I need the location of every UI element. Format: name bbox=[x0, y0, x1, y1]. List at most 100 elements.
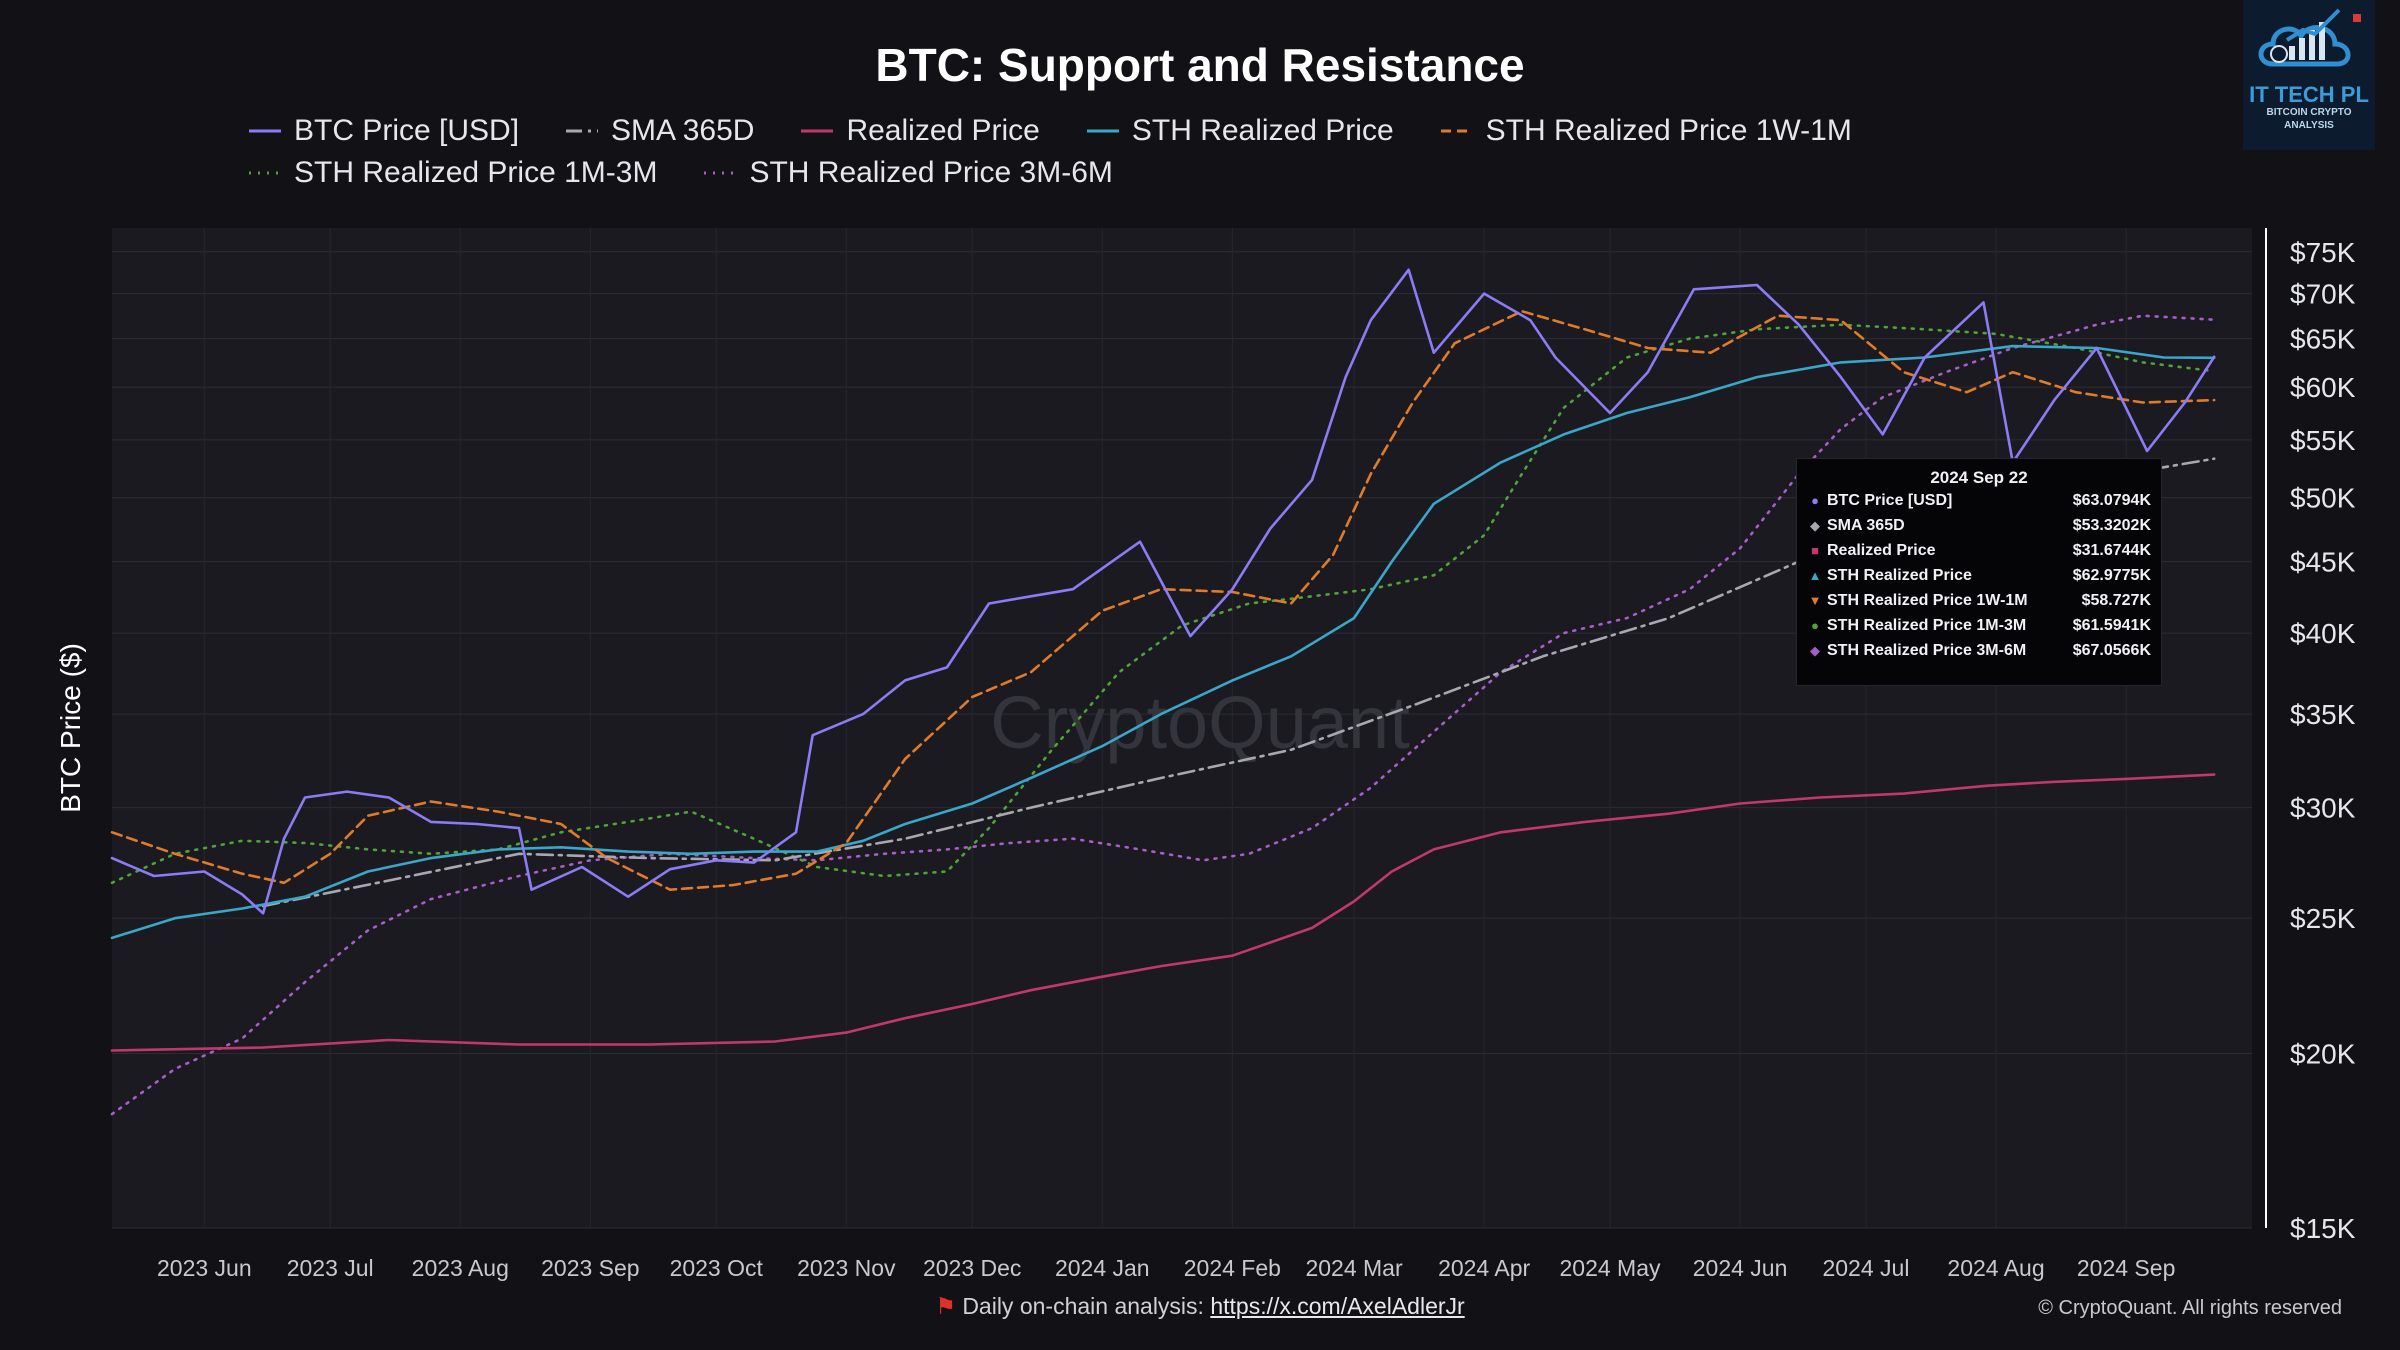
tooltip-value: $63.0794K bbox=[2072, 491, 2151, 509]
legend-item[interactable]: STH Realized Price bbox=[1086, 112, 1394, 150]
brand-logo: IT TECH PL BITCOIN CRYPTO ANALYSIS bbox=[2243, 0, 2375, 150]
series-line bbox=[110, 268, 2216, 915]
legend: BTC Price [USD] SMA 365D Realized Price STH… bbox=[248, 112, 2228, 192]
legend-swatch bbox=[1086, 129, 1119, 133]
tooltip-label: STH Realized Price bbox=[1827, 566, 1972, 584]
y-tick-label: $50K bbox=[2290, 483, 2356, 514]
tooltip-label: STH Realized Price 1W-1M bbox=[1827, 591, 2028, 609]
x-tick-label: 2024 Sep bbox=[2077, 1255, 2175, 1281]
y-tick-label: $45K bbox=[2290, 547, 2356, 578]
tooltip-value: $62.9775K bbox=[2072, 566, 2151, 584]
legend-item[interactable]: BTC Price [USD] bbox=[248, 112, 519, 150]
legend-item[interactable]: STH Realized Price 1M-3M bbox=[248, 154, 657, 192]
tooltip-label: STH Realized Price 1M-3M bbox=[1827, 616, 2027, 634]
legend-item[interactable]: STH Realized Price 3M-6M bbox=[703, 154, 1113, 192]
y-tick-label: $15K bbox=[2290, 1213, 2356, 1244]
legend-label: STH Realized Price 1W-1M bbox=[1485, 114, 1852, 147]
footer-link[interactable]: https://x.com/AxelAdlerJr bbox=[1210, 1293, 1465, 1319]
tooltip-row: ▼ STH Realized Price 1W-1M $58.727K bbox=[1797, 588, 2161, 613]
y-tick-label: $55K bbox=[2290, 425, 2356, 456]
y-axis-label: BTC Price ($) bbox=[55, 643, 86, 813]
y-tick-label: $75K bbox=[2290, 237, 2356, 268]
series-line bbox=[110, 773, 2216, 1052]
tooltip-date: 2024 Sep 22 bbox=[1930, 468, 2028, 487]
tooltip: 2024 Sep 22 ● BTC Price [USD] $63.0794K ◆ SM… bbox=[1796, 458, 2162, 686]
x-tick-label: 2023 Aug bbox=[412, 1255, 509, 1281]
y-tick-label: $35K bbox=[2290, 699, 2356, 730]
tooltip-marker: ■ bbox=[1811, 543, 1819, 558]
x-tick-label: 2023 Dec bbox=[923, 1255, 1021, 1281]
x-tick-label: 2023 Sep bbox=[541, 1255, 639, 1281]
tooltip-value: $31.6744K bbox=[2072, 541, 2151, 559]
tooltip-label: Realized Price bbox=[1827, 541, 1936, 559]
x-tick-label: 2023 Jul bbox=[287, 1255, 374, 1281]
tooltip-marker: ▼ bbox=[1808, 593, 1822, 608]
tooltip-row: ▲ STH Realized Price $62.9775K bbox=[1797, 563, 2161, 588]
legend-label: STH Realized Price bbox=[1131, 114, 1394, 147]
plot-area bbox=[112, 228, 2252, 1228]
series-line bbox=[110, 344, 2216, 940]
y-tick-label: $30K bbox=[2290, 793, 2356, 824]
tooltip-label: STH Realized Price 3M-6M bbox=[1827, 641, 2027, 659]
tooltip-marker: ▲ bbox=[1808, 568, 1822, 583]
x-tick-label: 2024 Mar bbox=[1305, 1255, 1403, 1281]
x-tick-label: 2024 Feb bbox=[1184, 1255, 1281, 1281]
y-tick-label: $70K bbox=[2290, 279, 2356, 310]
legend-label: STH Realized Price 3M-6M bbox=[749, 156, 1113, 189]
tooltip-row: ■ Realized Price $31.6744K bbox=[1797, 538, 2161, 563]
y-tick-label: $20K bbox=[2290, 1039, 2356, 1070]
tooltip-marker: ● bbox=[1811, 618, 1819, 633]
logo-tagline-2: ANALYSIS bbox=[2284, 120, 2334, 131]
x-tick-label: 2023 Jun bbox=[157, 1255, 252, 1281]
y-tick-label: $60K bbox=[2290, 372, 2356, 403]
series-line bbox=[110, 314, 2216, 1116]
legend-label: STH Realized Price 1M-3M bbox=[294, 156, 658, 189]
watermark: CryptoQuant bbox=[990, 681, 1410, 764]
x-tick-label: 2024 Apr bbox=[1438, 1255, 1530, 1281]
x-tick-label: 2024 Aug bbox=[1947, 1255, 2044, 1281]
series-line bbox=[110, 309, 2216, 891]
logo-name: IT TECH PL bbox=[2249, 82, 2369, 107]
footer-prefix: Daily on-chain analysis: bbox=[962, 1293, 1211, 1319]
series-line bbox=[110, 323, 2216, 885]
tooltip-row: ● STH Realized Price 1M-3M $61.5941K bbox=[1797, 613, 2161, 638]
cloud-chart-icon bbox=[2258, 8, 2361, 67]
legend-item[interactable]: Realized Price bbox=[800, 112, 1040, 150]
x-tick-label: 2024 May bbox=[1559, 1255, 1661, 1281]
tooltip-value: $58.727K bbox=[2081, 591, 2151, 609]
tooltip-marker: ● bbox=[1811, 493, 1819, 508]
legend-item[interactable]: STH Realized Price 1W-1M bbox=[1440, 112, 1852, 150]
x-tick-label: 2024 Jul bbox=[1822, 1255, 1909, 1281]
legend-swatch bbox=[801, 129, 834, 133]
y-tick-label: $40K bbox=[2290, 618, 2356, 649]
x-tick-label: 2024 Jun bbox=[1693, 1255, 1788, 1281]
tooltip-marker: ◆ bbox=[1810, 517, 1820, 533]
x-tick-label: 2024 Jan bbox=[1055, 1255, 1150, 1281]
y-tick-label: $65K bbox=[2290, 324, 2356, 355]
flag-icon: ⚑ bbox=[935, 1293, 956, 1319]
legend-label: BTC Price [USD] bbox=[294, 114, 520, 147]
copyright: © CryptoQuant. All rights reserved bbox=[2038, 1297, 2342, 1319]
legend-label: SMA 365D bbox=[611, 114, 755, 147]
logo-tagline: BITCOIN CRYPTO ANALYSIS bbox=[2243, 106, 2375, 132]
x-tick-label: 2023 Oct bbox=[670, 1255, 764, 1281]
legend-item[interactable]: SMA 365D bbox=[565, 112, 754, 150]
logo-tagline-1: BITCOIN CRYPTO bbox=[2266, 107, 2352, 118]
x-tick-label: 2023 Nov bbox=[797, 1255, 896, 1281]
legend-label: Realized Price bbox=[846, 114, 1040, 147]
tooltip-marker: ◆ bbox=[1810, 642, 1820, 658]
tooltip-value: $61.5941K bbox=[2072, 616, 2151, 634]
tooltip-value: $67.0566K bbox=[2072, 641, 2151, 659]
tooltip-row: ◆ STH Realized Price 3M-6M $67.0566K bbox=[1797, 638, 2161, 663]
y-tick-label: $25K bbox=[2290, 903, 2356, 934]
tooltip-label: SMA 365D bbox=[1827, 516, 1905, 534]
legend-swatch bbox=[249, 129, 281, 133]
chart-title: BTC: Support and Resistance bbox=[875, 39, 1525, 91]
tooltip-row: ● BTC Price [USD] $63.0794K bbox=[1797, 488, 2161, 513]
tooltip-label: BTC Price [USD] bbox=[1827, 491, 1953, 509]
tooltip-value: $53.3202K bbox=[2072, 516, 2151, 534]
legend-swatch bbox=[566, 129, 599, 133]
tooltip-row: ◆ SMA 365D $53.3202K bbox=[1797, 513, 2161, 538]
footer: ⚑ Daily on-chain analysis: https://x.com… bbox=[0, 1293, 2400, 1320]
